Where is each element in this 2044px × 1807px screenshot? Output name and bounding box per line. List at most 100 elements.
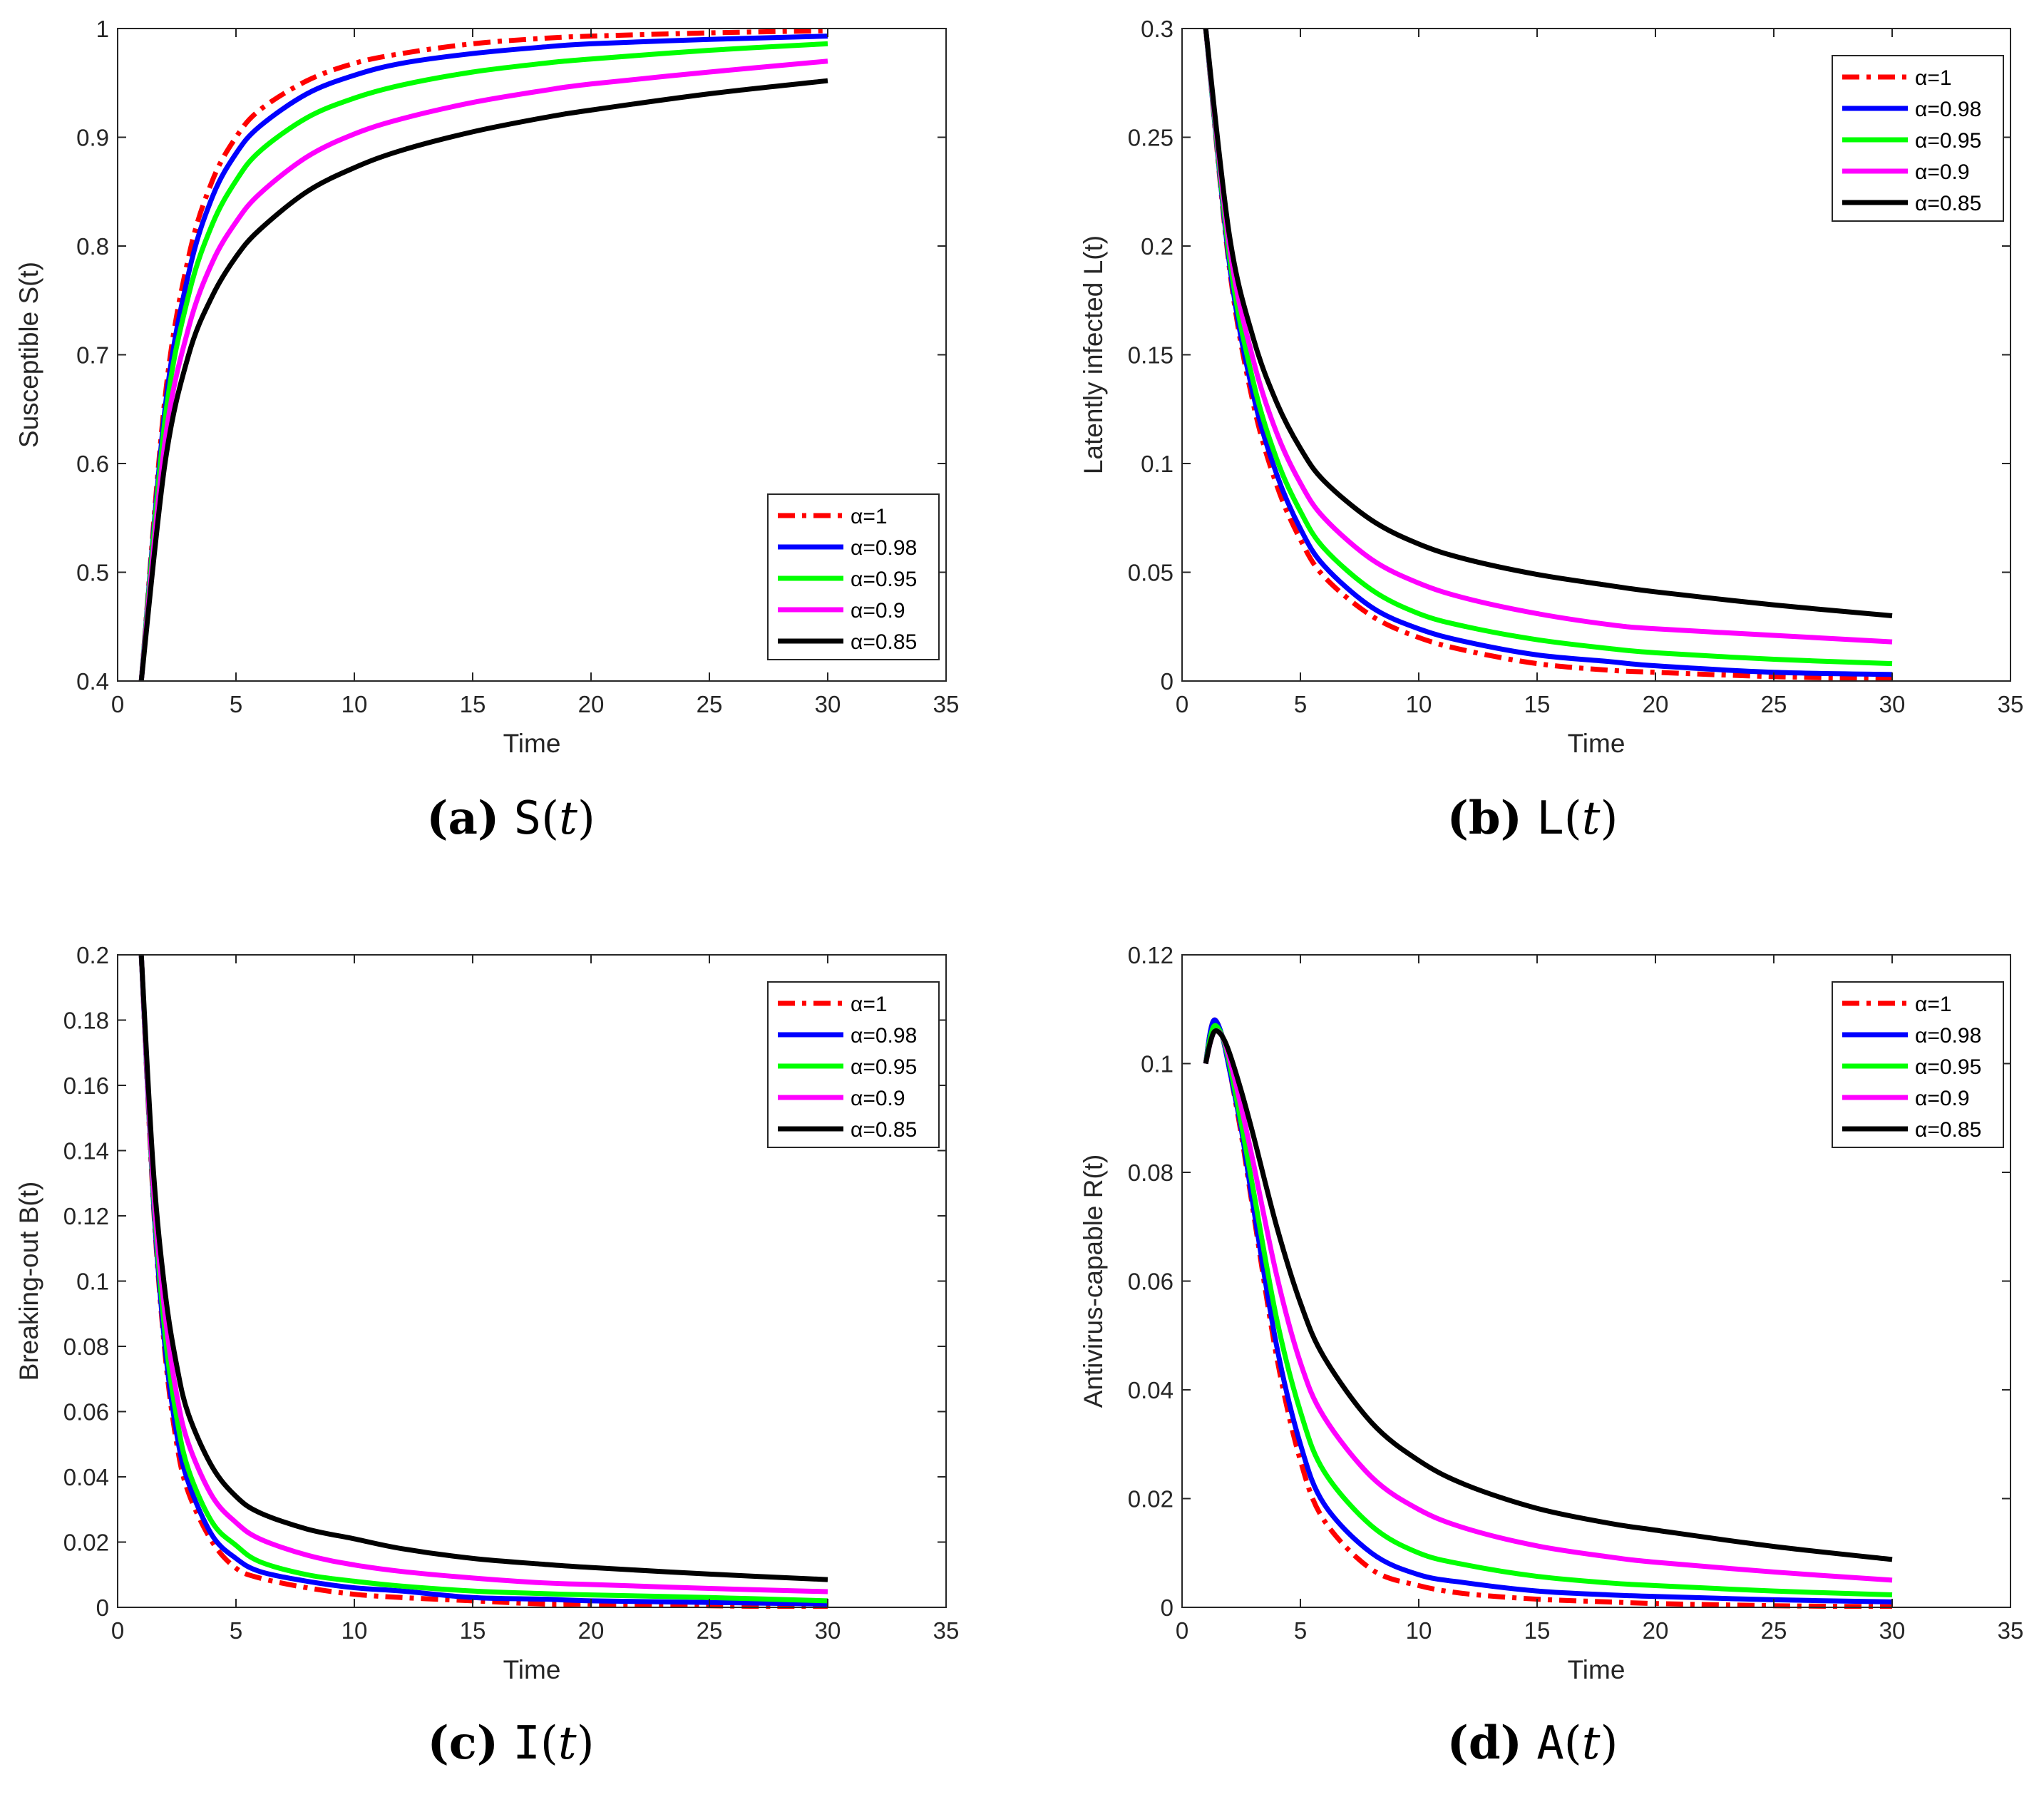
y-tick-label: 0.04 (1128, 1377, 1173, 1403)
series-line-3 (138, 58, 828, 682)
panel-d: 0 5 10 15 20 25 30 35 0 0.02 0.04 0.06 0.08 0.1 0.12 Ti… (1022, 904, 2043, 1807)
x-tick-label: 10 (341, 1617, 368, 1644)
x-tick-label: 5 (1294, 691, 1307, 717)
caption-label: (d) (1447, 1716, 1522, 1770)
legend-entry-label: α=0.95 (1915, 1055, 1981, 1079)
chart-b: 0 5 10 15 20 25 30 35 0 0.05 0.1 0.15 0.2 0.25 0.3 Time… (1079, 16, 2024, 758)
legend-entry-label: α=0.9 (851, 1087, 905, 1110)
legend-entry-label: α=0.9 (1915, 1087, 1970, 1110)
legend-entry-label: α=0.98 (1915, 98, 1981, 121)
legend-entry-label: α=1 (851, 505, 888, 528)
chart-a: 0 5 10 15 20 25 30 35 0.4 0.5 0.6 0.7 0.8 0.9 1 Time Sus… (14, 16, 960, 758)
x-tick-label: 20 (1643, 691, 1669, 717)
x-tick-label: 15 (460, 691, 486, 717)
y-tick-label: 0.6 (76, 451, 109, 477)
series-line-4 (138, 954, 828, 1582)
legend-entry-label: α=0.85 (1915, 1118, 1981, 1142)
series-line-4 (1203, 28, 1893, 618)
x-tick-label: 10 (341, 691, 368, 717)
legend-entry-label: α=0.95 (851, 568, 917, 591)
y-axis-label: Susceptible S(t) (14, 262, 43, 448)
x-tick-label: 35 (1998, 1617, 2024, 1644)
caption-label: (b) (1447, 792, 1522, 845)
legend-entry-label: α=0.9 (851, 599, 905, 623)
panel-a: 0 5 10 15 20 25 30 35 0.4 0.5 0.6 0.7 0.8 0.9 1 Time Sus… (0, 0, 1022, 904)
caption-label: (c) (427, 1716, 498, 1770)
caption-arg: t (559, 792, 577, 845)
x-tick-label: 15 (1524, 1617, 1551, 1644)
y-tick-label: 0.02 (1128, 1486, 1173, 1512)
x-tick-label: 35 (933, 1617, 960, 1644)
caption-paren-open: ( (1563, 792, 1582, 845)
chart-c: 0 5 10 15 20 25 30 35 0 0.02 0.04 0.06 0.08 0.1 0.12 0.… (14, 942, 960, 1684)
y-tick-label: 0 (1161, 668, 1173, 695)
y-tick-label: 0.3 (1141, 16, 1173, 42)
y-tick-label: 0.4 (76, 668, 109, 695)
series-line-2 (1203, 28, 1893, 667)
x-tick-label: 25 (1761, 1617, 1787, 1644)
y-tick-label: 0 (96, 1594, 109, 1621)
x-tick-label: 0 (111, 691, 124, 717)
y-tick-label: 0.9 (76, 125, 109, 151)
series-group (138, 28, 828, 682)
series-line-1 (138, 34, 828, 682)
x-tick-label: 5 (230, 691, 242, 717)
caption-paren-close: ) (577, 792, 595, 845)
x-axis-label: Time (503, 729, 561, 758)
caption-variable: I (513, 1717, 540, 1770)
caption-paren-open: ( (541, 792, 560, 845)
y-tick-label: 0.14 (63, 1138, 109, 1164)
caption-arg: t (1581, 792, 1601, 845)
panel-b: 0 5 10 15 20 25 30 35 0 0.05 0.1 0.15 0.2 0.25 0.3 Time… (1022, 0, 2043, 904)
y-tick-label: 0.1 (76, 1269, 109, 1295)
series-line-4 (138, 78, 828, 682)
series-line-2 (138, 41, 828, 682)
caption-label: (a) (426, 792, 500, 845)
caption-paren-close: ) (1600, 792, 1618, 845)
legend-entry-label: α=0.85 (851, 630, 917, 654)
y-tick-label: 0.7 (76, 342, 109, 369)
x-tick-label: 30 (1879, 1617, 1906, 1644)
x-tick-label: 35 (1998, 691, 2024, 717)
y-tick-label: 0.16 (63, 1073, 109, 1099)
caption-paren-open: ( (540, 1717, 558, 1770)
legend: α=1 α=0.98 α=0.95 α=0.9 α=0.85 (1832, 55, 2004, 222)
caption-variable: S (513, 792, 542, 845)
series-line-3 (1203, 28, 1893, 645)
y-tick-label: 0.02 (63, 1530, 109, 1556)
caption-paren-open: ( (1563, 1717, 1582, 1770)
x-tick-label: 30 (1879, 691, 1906, 717)
legend-entry-label: α=0.95 (1915, 129, 1981, 153)
x-tick-label: 25 (1761, 691, 1787, 717)
x-axis-label: Time (1568, 1655, 1626, 1684)
x-tick-label: 20 (578, 691, 605, 717)
x-tick-label: 0 (1176, 1617, 1188, 1644)
chart-d: 0 5 10 15 20 25 30 35 0 0.02 0.04 0.06 0.08 0.1 0.12 Ti… (1079, 942, 2024, 1684)
x-tick-label: 30 (815, 691, 841, 717)
legend: α=1 α=0.98 α=0.95 α=0.9 α=0.85 (1832, 981, 2004, 1148)
x-tick-label: 0 (1176, 691, 1188, 717)
y-tick-label: 1 (96, 16, 109, 42)
series-group (138, 954, 828, 1609)
caption-arg: t (1581, 1717, 1601, 1770)
y-tick-label: 0.25 (1128, 125, 1173, 151)
caption-paren-close: ) (576, 1717, 595, 1770)
y-axis-label: Latently infected L(t) (1079, 235, 1108, 474)
x-axis-label: Time (1568, 729, 1626, 758)
series-group (1203, 1017, 1893, 1609)
x-tick-label: 35 (933, 691, 960, 717)
x-tick-label: 20 (578, 1617, 605, 1644)
y-tick-label: 0 (1161, 1594, 1173, 1621)
caption-paren-close: ) (1600, 1717, 1618, 1770)
y-tick-label: 0.15 (1128, 342, 1173, 369)
caption-a: (a) S(t) (0, 792, 1022, 845)
y-tick-label: 0.05 (1128, 560, 1173, 586)
y-tick-label: 0.12 (63, 1203, 109, 1229)
y-tick-label: 0.06 (63, 1399, 109, 1425)
caption-b: (b) L(t) (1022, 792, 2043, 845)
x-tick-label: 5 (230, 1617, 242, 1644)
x-tick-label: 25 (697, 691, 723, 717)
legend-entry-label: α=1 (851, 993, 888, 1016)
legend-entry-label: α=0.95 (851, 1055, 917, 1079)
legend-entry-label: α=0.98 (851, 536, 917, 560)
